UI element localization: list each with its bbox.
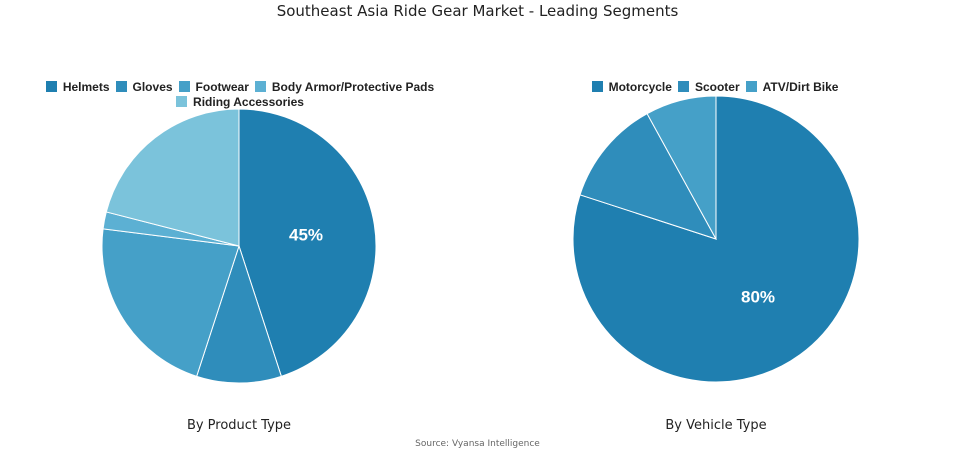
legend-label: Body Armor/Protective Pads bbox=[271, 79, 435, 94]
subtitle-product-type: By Product Type bbox=[186, 418, 292, 433]
pie-slice-helmets[interactable] bbox=[238, 108, 377, 377]
pie-data-label: 80% bbox=[741, 287, 775, 306]
legend-item[interactable]: Helmets bbox=[45, 79, 110, 94]
legend-label: Riding Accessories bbox=[193, 94, 304, 109]
legend-swatch bbox=[254, 81, 266, 92]
chart-title: Southeast Asia Ride Gear Market - Leadin… bbox=[276, 2, 679, 20]
pie-slice-scooter[interactable] bbox=[579, 113, 718, 240]
legend-item[interactable]: Motorcycle bbox=[591, 79, 672, 94]
legend-label: Scooter bbox=[694, 79, 740, 94]
source-note: Source: Vyansa Intelligence bbox=[415, 439, 540, 449]
subtitle-vehicle-type: By Vehicle Type bbox=[665, 418, 767, 433]
legend-swatch bbox=[178, 81, 190, 92]
pie-slice-gloves[interactable] bbox=[196, 244, 282, 384]
legend-swatch bbox=[591, 81, 603, 92]
legend-item[interactable]: ATV/Dirt Bike bbox=[745, 79, 839, 94]
pie-data-label: 45% bbox=[289, 225, 323, 244]
legend-product-type: Helmets Gloves Footwear Body Armor/Protecti… bbox=[40, 79, 440, 109]
legend-vehicle-type: Motorcycle Scooter ATV/Dirt Bike bbox=[560, 79, 870, 94]
pie-slice-riding-accessories[interactable] bbox=[105, 108, 240, 247]
legend-swatch bbox=[677, 81, 689, 92]
legend-item[interactable]: Gloves bbox=[115, 79, 173, 94]
legend-item[interactable]: Footwear bbox=[178, 79, 249, 94]
legend-label: ATV/Dirt Bike bbox=[762, 79, 839, 94]
pie-slice-footwear[interactable] bbox=[101, 228, 240, 377]
legend-item[interactable]: Body Armor/Protective Pads bbox=[254, 79, 435, 94]
legend-swatch bbox=[45, 81, 57, 92]
legend-label: Motorcycle bbox=[608, 79, 672, 94]
legend-label: Helmets bbox=[62, 79, 110, 94]
legend-swatch bbox=[115, 81, 127, 92]
legend-label: Footwear bbox=[195, 79, 249, 94]
legend-label: Gloves bbox=[132, 79, 173, 94]
legend-swatch bbox=[745, 81, 757, 92]
legend-item[interactable]: Scooter bbox=[677, 79, 740, 94]
legend-item[interactable]: Riding Accessories bbox=[176, 94, 304, 109]
legend-swatch bbox=[176, 96, 188, 107]
pie-slice-atv-dirt-bike[interactable] bbox=[646, 95, 717, 240]
